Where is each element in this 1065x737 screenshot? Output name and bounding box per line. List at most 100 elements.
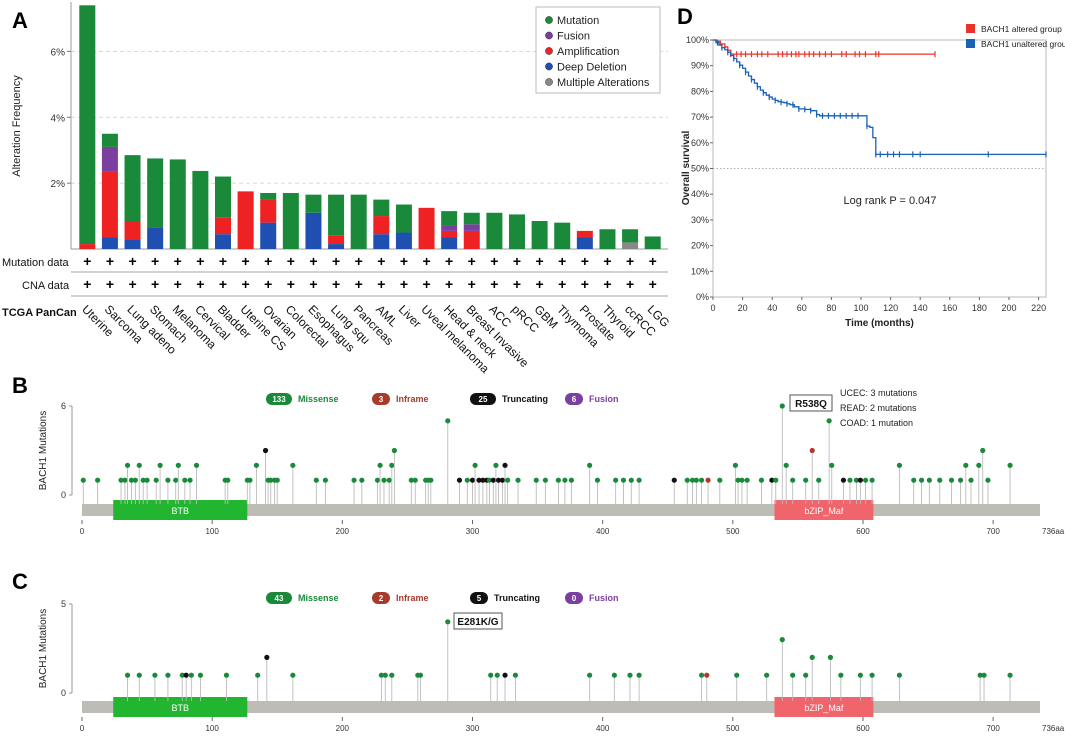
panel-c-y-axis-label: BACH1 Mutations (38, 609, 49, 688)
panel-d-y-tick-label: 50% (691, 164, 709, 174)
lollipop-head (758, 477, 765, 483)
lollipop-head (896, 462, 903, 468)
panel-a-y-tick-label: 6% (51, 47, 66, 58)
panel-d-y-tick-label: 60% (691, 138, 709, 148)
bar-multiple-alterations-ccrcc (622, 242, 639, 249)
lollipop-head (124, 672, 131, 678)
lollipop-head (389, 462, 395, 468)
mutation-data-marker: + (196, 253, 204, 269)
cna-data-marker: + (174, 276, 182, 292)
lollipop-head (247, 477, 253, 483)
category-label-liver: Liver (396, 302, 424, 330)
lollipop-head (636, 477, 642, 483)
panel-d-x-tick-label: 180 (972, 303, 987, 313)
bar-fusion-head-neck (441, 225, 458, 231)
lollipop-head (417, 672, 424, 678)
lollipop-head (816, 477, 822, 483)
lollipop-head (187, 477, 193, 483)
panel-a-legend-box (535, 6, 661, 94)
bar-deep-deletion-sarcoma (101, 237, 118, 249)
cna-data-marker: + (422, 276, 430, 292)
bar-mutation-aml (373, 199, 390, 217)
mutation-data-marker: + (174, 253, 182, 269)
lollipop-head (769, 477, 775, 483)
legend-pill-missense (266, 592, 292, 604)
panel-d-x-tick-label: 40 (767, 303, 777, 313)
mutation-data-marker: + (649, 253, 657, 269)
mutation-data-marker: + (400, 253, 408, 269)
lollipop-head (542, 477, 548, 483)
lollipop-head (948, 477, 955, 483)
panel-b-x-tick-label: 200 (336, 527, 350, 536)
panel-d-x-tick-label: 20 (738, 303, 748, 313)
bar-deep-deletion-esophagus (305, 212, 322, 249)
lollipop-head (495, 477, 502, 483)
bar-mutation-head-neck (441, 211, 458, 226)
bar-amplification-uterine (79, 244, 96, 249)
cna-data-marker: + (536, 276, 544, 292)
bar-mutation-lgg (644, 236, 661, 249)
cna-data-marker: + (83, 276, 91, 292)
lollipop-head (981, 672, 987, 678)
cna-data-marker: + (128, 276, 136, 292)
lollipop-head (732, 462, 739, 468)
callout-detail-line: READ: 2 mutations (840, 403, 917, 413)
lollipop-head (122, 477, 128, 483)
cna-data-marker: + (445, 276, 453, 292)
lollipop-head (555, 477, 561, 483)
panel-c-x-tick-label: 700 (986, 724, 1000, 733)
domain-label-btb: BTB (172, 506, 190, 516)
panel-b-y-axis-label: BACH1 Mutations (38, 411, 49, 490)
panel-d-log-rank-annotation: Log rank P = 0.047 (843, 195, 936, 207)
legend-label-truncating: Truncating (502, 394, 548, 404)
legend-swatch-amplification (545, 47, 553, 55)
lollipop-head (693, 477, 699, 483)
lollipop-head (136, 462, 142, 468)
lollipop-head (476, 477, 482, 483)
lollipop-head (165, 672, 171, 678)
panel-c-lollipop-plot: 0 5 BACH1 Mutations BTB bZIP_Maf 0 100 200 300 40… (38, 592, 1065, 733)
lollipop-head (869, 477, 875, 483)
lollipop-head (377, 462, 383, 468)
bar-mutation-stomach (147, 158, 164, 228)
panel-letter-d: D (677, 4, 693, 29)
lollipop-head (790, 477, 796, 483)
cna-data-marker: + (309, 276, 317, 292)
lollipop-head (153, 477, 159, 483)
panel-c-protein-length: 736aa (1042, 724, 1065, 733)
bar-mutation-pancreas (350, 194, 367, 249)
lollipop-head (378, 672, 384, 678)
cna-data-marker: + (649, 276, 657, 292)
lollipop-head (847, 477, 853, 483)
bar-amplification-prostate (576, 230, 593, 238)
lollipop-head (502, 462, 508, 468)
legend-pill-missense (266, 393, 292, 405)
lollipop-head (124, 462, 131, 468)
lollipop-head (136, 672, 142, 678)
panel-d-x-axis-label: Time (months) (845, 318, 914, 329)
lollipop-head (896, 672, 903, 678)
lollipop-head (735, 477, 741, 483)
lollipop-head (968, 477, 974, 483)
row-label-mutation-data: Mutation data (2, 257, 70, 269)
lollipop-head (809, 447, 815, 454)
panel-d-y-axis-label: Overall survival (681, 131, 692, 206)
panel-d-y-tick-label: 90% (691, 61, 709, 71)
lollipop-head (264, 654, 270, 661)
lollipop-head (705, 477, 711, 483)
mutation-data-marker: + (242, 253, 250, 269)
mutation-data-marker: + (287, 253, 295, 269)
bar-deep-deletion-aml (373, 234, 390, 249)
cna-data-marker: + (513, 276, 521, 292)
lollipop-head (490, 477, 496, 483)
legend-label-amplification: Amplification (557, 46, 619, 58)
panel-letter-a: A (12, 8, 28, 33)
bar-deep-deletion-liver (395, 232, 412, 249)
lollipop-head (374, 477, 381, 483)
mutation-data-marker: + (332, 253, 340, 269)
survival-curve-bach1-unaltered-group (713, 39, 1046, 156)
lollipop-head (840, 477, 847, 483)
lollipop-head (386, 477, 392, 483)
cna-data-marker: + (468, 276, 476, 292)
lollipop-head (197, 672, 204, 678)
